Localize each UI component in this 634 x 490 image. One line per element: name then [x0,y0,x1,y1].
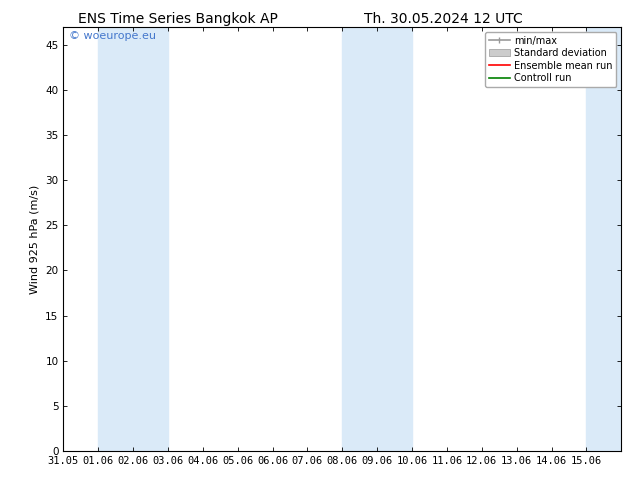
Y-axis label: Wind 925 hPa (m/s): Wind 925 hPa (m/s) [30,184,40,294]
Bar [98,27,168,451]
Legend: min/max, Standard deviation, Ensemble mean run, Controll run: min/max, Standard deviation, Ensemble me… [485,32,616,87]
Text: © woeurope.eu: © woeurope.eu [69,31,156,41]
Text: Th. 30.05.2024 12 UTC: Th. 30.05.2024 12 UTC [365,12,523,26]
Bar [586,27,621,451]
Bar [342,27,412,451]
Text: ENS Time Series Bangkok AP: ENS Time Series Bangkok AP [77,12,278,26]
